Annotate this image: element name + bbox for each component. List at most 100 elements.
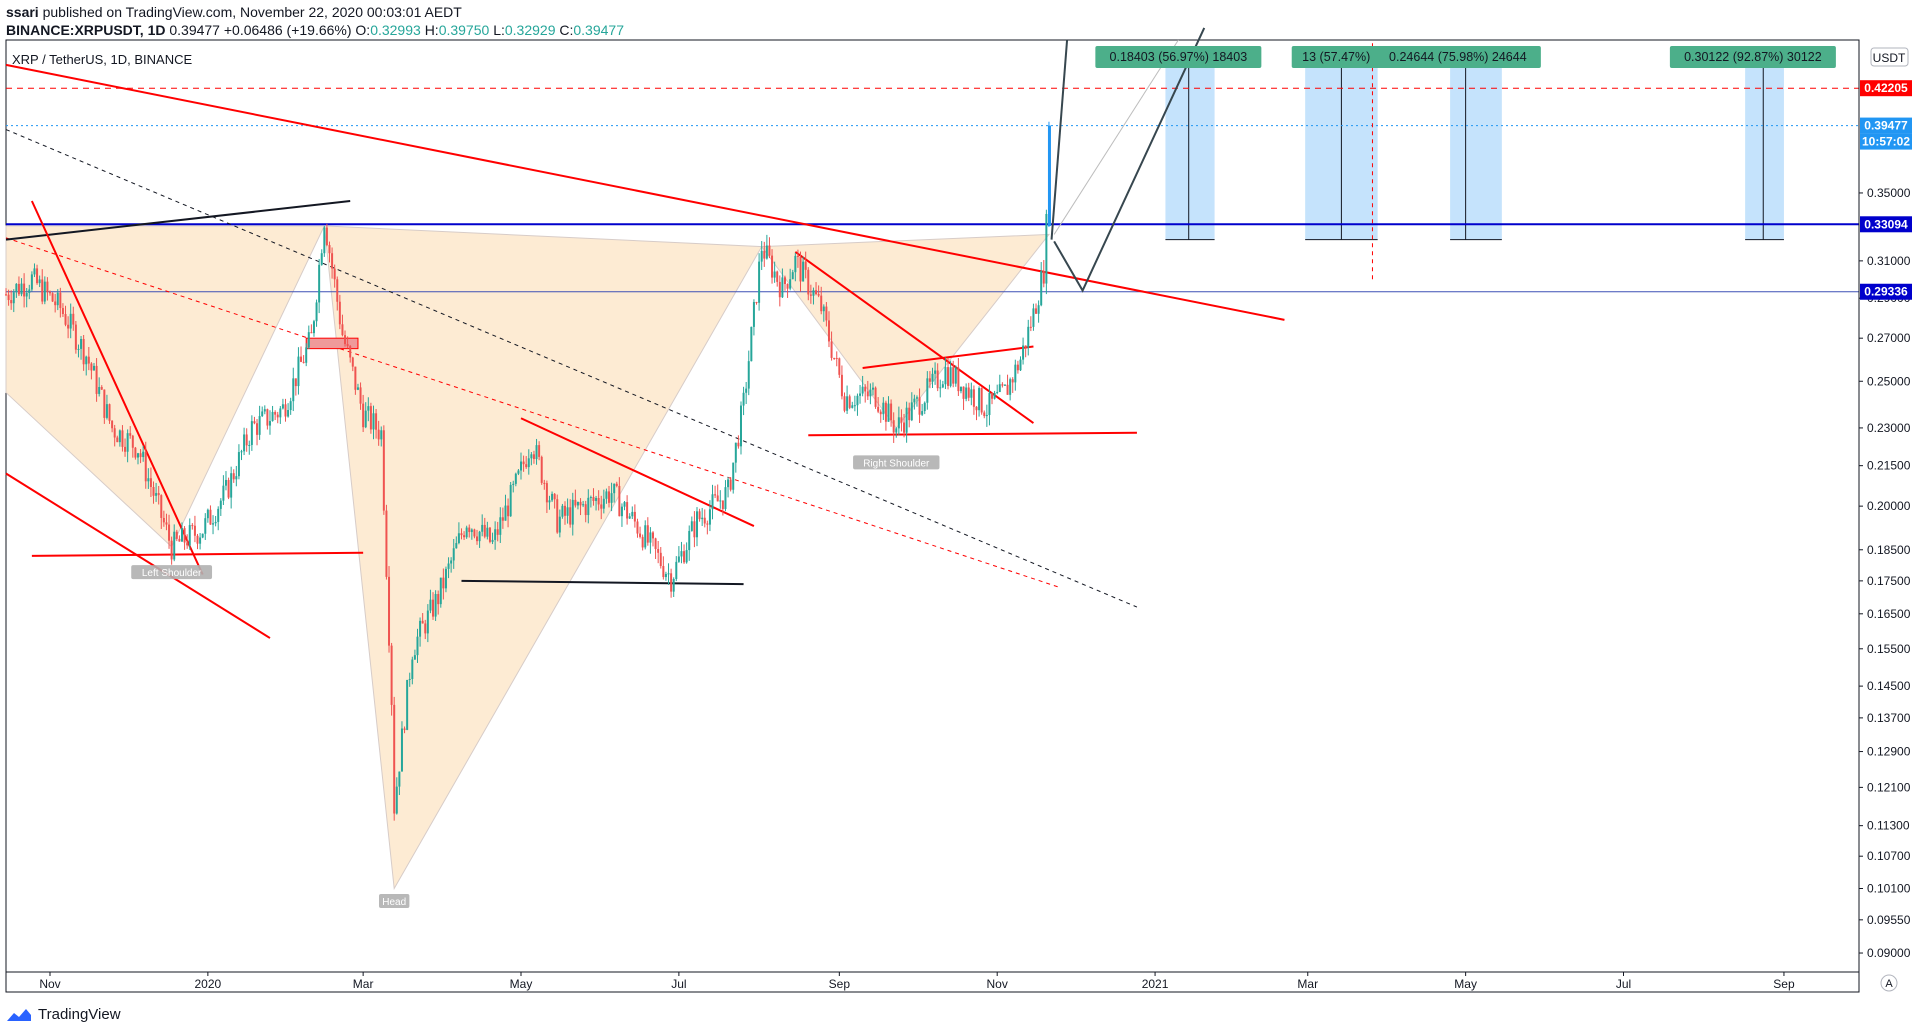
candle-body <box>781 277 784 298</box>
candle-body <box>991 392 994 399</box>
pattern-fills <box>5 225 1051 891</box>
candle-body <box>675 561 678 579</box>
y-tick-label: 0.11300 <box>1867 819 1910 833</box>
candle-body <box>734 442 737 463</box>
candle-body <box>175 531 178 539</box>
candle-body <box>416 636 419 656</box>
neckline-right[interactable] <box>808 431 1137 437</box>
annotation-bg-2 <box>378 894 410 909</box>
candle-body <box>928 378 931 382</box>
candle-body <box>809 294 812 296</box>
candle-body <box>799 256 802 282</box>
candle-body <box>923 402 926 412</box>
black-shoulder-trendline[interactable] <box>5 200 351 241</box>
candle-body <box>978 388 981 411</box>
candle-body <box>447 563 450 569</box>
projection-light[interactable] <box>1053 39 1179 235</box>
candle-body <box>905 407 908 433</box>
candle-body <box>998 384 1001 393</box>
target-boxes <box>1165 58 1784 241</box>
candle-body <box>302 361 305 363</box>
candle-body <box>142 451 145 458</box>
candle-body <box>882 402 885 415</box>
candle-body <box>768 245 771 256</box>
price-label-bg-1 <box>1860 80 1912 97</box>
publish-info: ssari published on TradingView.com, Nove… <box>6 4 462 20</box>
candle-body <box>939 387 942 389</box>
candle-body <box>139 453 142 458</box>
y-tick-label: 0.27000 <box>1867 331 1911 345</box>
time-axis[interactable]: Nov 2020 Mar May Jul Sep Nov 2021 Mar May Jul Sep <box>39 972 1795 991</box>
auto-scale-button[interactable]: A <box>1880 974 1898 992</box>
candle-body <box>947 367 950 386</box>
price-axis[interactable]: 0.09000 0.09550 0.10100 0.10700 0.11300 0.121… <box>1859 186 1911 960</box>
candle-body <box>631 511 634 517</box>
dashed-red-trendline[interactable] <box>5 237 1060 588</box>
candle-body <box>377 429 380 440</box>
candle-body <box>1006 384 1009 395</box>
left-shoulder-base[interactable] <box>31 551 364 557</box>
candle-body <box>915 397 918 399</box>
candle-body <box>87 356 90 364</box>
candle-body <box>815 290 818 295</box>
candle-body <box>628 516 631 519</box>
candle-body <box>170 540 173 560</box>
candle-body <box>910 402 913 421</box>
candle-body <box>372 413 375 430</box>
candle-body <box>281 404 284 409</box>
high-value: 0.39750 <box>438 22 490 38</box>
price-label-bg-2 <box>1860 117 1912 134</box>
mid-descending-line[interactable] <box>520 417 755 527</box>
candle-body <box>708 509 711 525</box>
drawings[interactable] <box>5 27 1373 639</box>
candle-body <box>750 326 753 362</box>
candle-body <box>499 517 502 535</box>
candle-body <box>688 530 691 551</box>
candle-body <box>1029 326 1032 328</box>
candle-body <box>121 430 124 447</box>
last-candle-body <box>1047 125 1051 226</box>
candle-body <box>941 384 944 388</box>
candle-body <box>794 255 797 273</box>
candle-body <box>698 511 701 520</box>
candle-body <box>926 378 929 403</box>
price-label-bg-5 <box>1860 283 1912 300</box>
candle-body <box>126 433 129 452</box>
candle-body <box>804 261 807 270</box>
candle-body <box>95 365 98 394</box>
candles <box>5 121 1051 821</box>
candle-body <box>129 433 132 436</box>
candle-body <box>77 348 80 350</box>
candle-body <box>271 411 274 422</box>
candle-body <box>307 332 310 348</box>
left-wedge-upper[interactable] <box>30 200 204 575</box>
candle-body <box>362 403 365 428</box>
author-name[interactable]: ssari <box>6 4 39 20</box>
main-descending-trendline[interactable] <box>5 63 1285 321</box>
chart-title: XRP / TetherUS, 1D, BINANCE <box>12 52 192 67</box>
y-tick-label: 0.12100 <box>1867 780 1911 794</box>
price-label-bg-4 <box>1860 216 1912 233</box>
candle-body <box>980 388 983 413</box>
currency-button[interactable]: USDT <box>1870 47 1909 67</box>
candle-body <box>168 524 171 541</box>
annotation-bg-1 <box>131 565 213 580</box>
mid-support-line[interactable] <box>461 579 744 586</box>
candle-body <box>253 421 256 424</box>
candle-body <box>1032 308 1035 327</box>
candle-body <box>548 500 551 503</box>
right-channel-top[interactable] <box>862 345 1034 369</box>
projection-steep[interactable] <box>1050 39 1069 240</box>
horizontal-levels <box>6 87 1859 293</box>
candle-body <box>641 536 644 548</box>
candle-body <box>470 529 473 533</box>
target-label-bg-4 <box>1669 46 1836 68</box>
candle-body <box>680 551 683 557</box>
candle-body <box>861 386 864 394</box>
candle-body <box>325 227 328 246</box>
candle-body <box>481 524 484 532</box>
candle-body <box>173 531 176 560</box>
candle-body <box>843 396 846 411</box>
candle-body <box>380 430 383 440</box>
